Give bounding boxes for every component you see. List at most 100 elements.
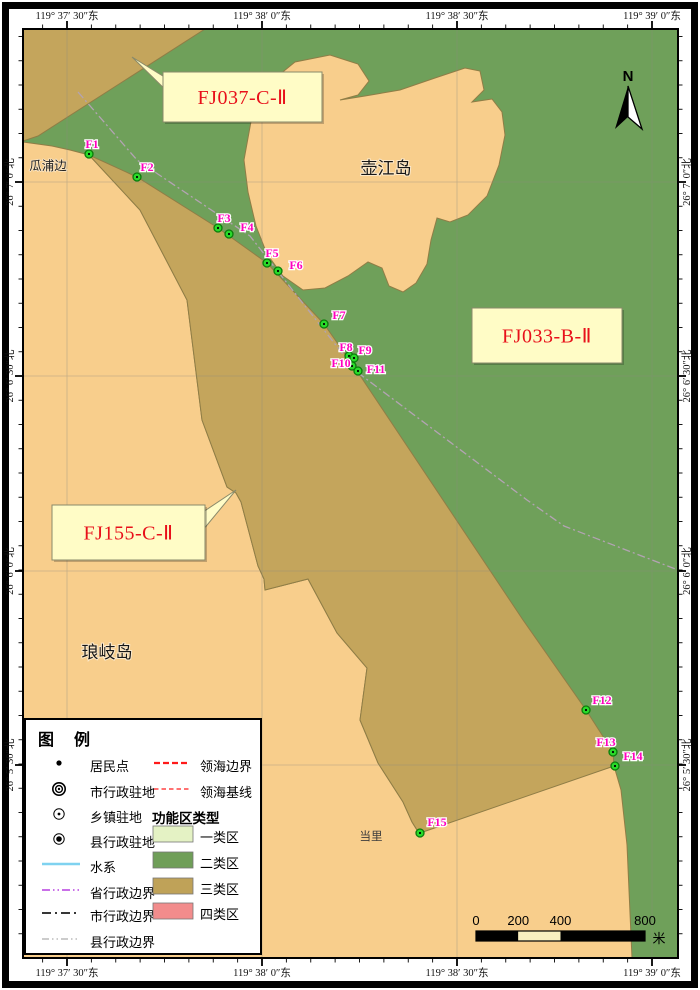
station-F11: F11 <box>353 361 387 377</box>
station-label: F13 <box>596 735 615 749</box>
lat-label: 26° 7′ 0″北 <box>681 158 693 206</box>
place-label: 琅岐岛 <box>82 643 133 662</box>
lon-label: 119° 37′ 30″东 <box>36 966 99 979</box>
legend-item-territorial-sea-baseline: 领海基线 <box>152 781 252 801</box>
place-label: 壶江岛 <box>361 159 412 178</box>
province-boundary-icon <box>42 888 80 891</box>
legend-item-label: 市行政边界 <box>90 908 156 924</box>
station-F12: F12 <box>581 692 613 715</box>
lon-label: 119° 39′ 0″东 <box>623 966 681 979</box>
scale-unit: 米 <box>652 931 665 946</box>
station-F6: F6 <box>273 257 304 276</box>
station-label: F10 <box>331 356 350 370</box>
legend-item-label: 四类区 <box>200 906 240 922</box>
station-label: F3 <box>217 211 230 225</box>
station-F7: F7 <box>319 307 347 329</box>
resident-dot-icon <box>56 759 62 766</box>
zone-swatch-icon <box>152 877 194 894</box>
legend-item-county-boundary: 县行政边界 <box>40 931 155 951</box>
legend-item-label: 居民点 <box>90 758 130 774</box>
station-F3: F3 <box>213 210 232 233</box>
scale-tick-label: 400 <box>550 913 572 928</box>
legend-item-label: 市行政驻地 <box>90 784 156 800</box>
station-F4: F4 <box>224 219 255 239</box>
legend-item-resident-dot: 居民点 <box>40 755 129 775</box>
legend-item-zone-4: 四类区 <box>152 902 240 923</box>
zone-swatch-icon <box>152 851 194 868</box>
legend-zone-type-header: 功能区类型 <box>152 811 220 826</box>
stations: F1 F2 F3 F4 F5 F6 F7 F8 F9 F10 F11 F12 F13 F14 F15 <box>84 136 644 838</box>
legend-item-province-boundary: 省行政边界 <box>40 882 155 902</box>
station-label: F14 <box>623 749 642 763</box>
north-arrow: N <box>615 68 644 132</box>
territorial-sea-baseline-icon <box>154 787 190 790</box>
county-boundary-icon <box>42 937 80 940</box>
legend-item-zone-1: 一类区 <box>152 825 239 846</box>
water-line-icon <box>42 862 80 865</box>
north-label: N <box>623 68 634 85</box>
lat-label: 26° 6′ 30″北 <box>681 349 693 402</box>
legend-item-label: 水系 <box>90 859 117 875</box>
place-label: 瓜浦边 <box>29 159 67 173</box>
station-F10: F10 <box>330 355 357 371</box>
legend-item-zone-2: 二类区 <box>152 851 240 872</box>
legend-panel: 图 例 居民点市行政驻地乡镇驻地县行政驻地水系省行政边界市行政边界县行政边界 领海… <box>24 718 262 955</box>
zone-callout-label: FJ155-C-Ⅱ <box>84 523 174 545</box>
zone-callout-label: FJ037-C-Ⅱ <box>198 87 288 109</box>
edge-ticks <box>15 21 686 966</box>
lat-label: 26° 7′ 0″北 <box>4 158 16 206</box>
city-boundary-icon <box>42 911 80 914</box>
town-seat-icon <box>53 807 65 820</box>
legend-item-label: 县行政边界 <box>90 934 156 950</box>
map-frame <box>22 28 679 959</box>
station-label: F5 <box>265 246 278 260</box>
station-label: F4 <box>240 220 253 234</box>
territorial-sea-boundary-icon <box>154 761 190 764</box>
lon-label: 119° 39′ 0″东 <box>623 9 681 22</box>
lon-label: 119° 38′ 0″东 <box>233 9 291 22</box>
station-F1: F1 <box>84 136 100 159</box>
lat-label: 26° 5′ 30″北 <box>681 738 693 791</box>
region-zone3-topleft <box>23 29 206 142</box>
legend-item-territorial-sea-boundary: 领海边界 <box>152 755 252 775</box>
zone-callout: FJ033-B-Ⅱ <box>471 307 624 365</box>
station-label: F9 <box>358 343 371 357</box>
county-seat-icon <box>53 832 65 845</box>
legend-item-label: 领海边界 <box>200 758 253 774</box>
lon-label: 119° 38′ 30″东 <box>426 9 489 22</box>
lon-label: 119° 38′ 0″东 <box>233 966 291 979</box>
scale-tick-label: 200 <box>507 913 529 928</box>
scale-bar: 0 200 400 800 米 <box>472 913 665 946</box>
station-F15: F15 <box>415 814 448 838</box>
zone-callout: FJ037-C-Ⅱ <box>131 56 324 124</box>
legend-item-water-line: 水系 <box>40 856 116 876</box>
zone-swatch-icon <box>152 825 194 842</box>
legend-item-label: 三类区 <box>200 881 240 897</box>
lon-label: 119° 38′ 30″东 <box>426 966 489 979</box>
legend-item-county-seat: 县行政驻地 <box>40 831 155 851</box>
station-F2: F2 <box>132 159 155 182</box>
legend-item-town-seat: 乡镇驻地 <box>40 806 142 826</box>
place-label: 当里 <box>360 829 383 843</box>
station-label: F11 <box>367 362 386 376</box>
city-seat-icon <box>52 781 66 796</box>
station-label: F8 <box>339 340 352 354</box>
lat-label: 26° 5′ 30″北 <box>4 738 16 791</box>
station-F14: F14 <box>610 748 644 771</box>
zone-callout: FJ155-C-Ⅱ <box>51 489 237 562</box>
legend-title: 图 例 <box>38 732 93 749</box>
station-label: F6 <box>289 258 302 272</box>
station-label: F7 <box>332 308 345 322</box>
legend-item-label: 省行政边界 <box>90 885 156 901</box>
zone-callout-label: FJ033-B-Ⅱ <box>502 326 592 348</box>
lat-label: 26° 6′ 30″北 <box>4 349 16 402</box>
county-boundary-line <box>77 91 678 571</box>
scale-tick-label: 800 <box>634 913 656 928</box>
scale-tick-label: 0 <box>472 913 479 928</box>
legend-item-label: 二类区 <box>200 855 240 871</box>
legend-item-zone-3: 三类区 <box>152 877 240 898</box>
lat-label: 26° 6′ 0″北 <box>681 547 693 595</box>
station-label: F15 <box>427 815 446 829</box>
